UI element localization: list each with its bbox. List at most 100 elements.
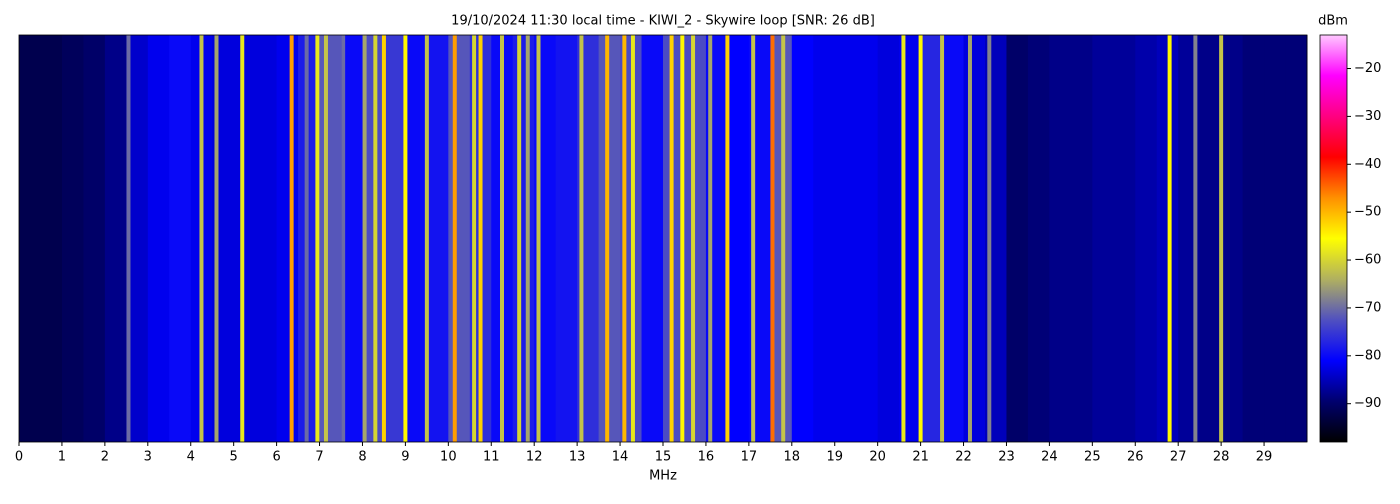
carrier-line (940, 35, 945, 442)
spectrum-band (684, 35, 707, 442)
x-tick-label: 25 (1084, 450, 1101, 465)
carrier-line (630, 35, 635, 442)
spectrum-band (791, 35, 814, 442)
x-tick-label: 29 (1256, 450, 1273, 465)
x-tick-label: 8 (358, 450, 366, 465)
spectrum-band (83, 35, 106, 442)
colorbar-tick-label: −90 (1354, 396, 1381, 411)
x-tick-label: 20 (869, 450, 886, 465)
colorbar-tick-label: −40 (1354, 157, 1381, 172)
carrier-line (517, 35, 522, 442)
spectrum-band (1285, 35, 1308, 442)
spectrum-band (856, 35, 879, 442)
spectrum-band (40, 35, 63, 442)
spectrum-band (641, 35, 664, 442)
carrier-line (536, 35, 541, 442)
x-tick-label: 7 (315, 450, 323, 465)
carrier-line (315, 35, 320, 442)
x-tick-label: 18 (784, 450, 801, 465)
colorbar-label: dBm (1318, 14, 1348, 29)
spectrum-band (448, 35, 471, 442)
spectrum-band (834, 35, 857, 442)
spectrum-band (942, 35, 965, 442)
x-axis-label: MHz (649, 469, 677, 484)
carrier-line (214, 35, 219, 442)
carrier-line (323, 35, 328, 442)
spectrum-band (126, 35, 149, 442)
spectrum-band (169, 35, 192, 442)
carrier-line (362, 35, 367, 442)
spectrum-band (405, 35, 428, 442)
carrier-line (424, 35, 429, 442)
colorbar (1319, 34, 1348, 443)
carrier-line (918, 35, 923, 442)
spectrum-band (255, 35, 278, 442)
spectrum-band (383, 35, 406, 442)
carrier-line (901, 35, 906, 442)
carrier-line (199, 35, 204, 442)
spectrum-band (555, 35, 578, 442)
x-tick-label: 28 (1213, 450, 1230, 465)
x-tick-label: 14 (612, 450, 629, 465)
carrier-line (680, 35, 685, 442)
spectrum-band (598, 35, 621, 442)
colorbar-tick-label: −60 (1354, 253, 1381, 268)
x-tick-label: 15 (655, 450, 672, 465)
carrier-line (373, 35, 378, 442)
colorbar-tick-label: −70 (1354, 300, 1381, 315)
x-tick-label: 13 (569, 450, 586, 465)
carrier-line (622, 35, 627, 442)
x-tick-label: 27 (1170, 450, 1187, 465)
spectrum-band (1221, 35, 1244, 442)
carrier-line (751, 35, 756, 442)
spectrum-band (147, 35, 170, 442)
spectrum-band (276, 35, 299, 442)
spectrum-band (1006, 35, 1029, 442)
x-tick-label: 10 (440, 450, 457, 465)
x-tick-label: 12 (526, 450, 543, 465)
x-tick-label: 1 (58, 450, 66, 465)
spectrum-band (920, 35, 943, 442)
spectrum-band (19, 35, 41, 442)
spectrum-band (1027, 35, 1050, 442)
colorbar-tick-label: −30 (1354, 109, 1381, 124)
x-tick-label: 17 (741, 450, 758, 465)
colorbar-tick-label: −50 (1354, 205, 1381, 220)
carrier-line (1219, 35, 1224, 442)
carrier-line (770, 35, 775, 442)
carrier-line (1167, 35, 1172, 442)
spectrum-band (512, 35, 535, 442)
plot-area (19, 35, 1308, 442)
spectrum-band (1113, 35, 1136, 442)
x-tick-label: 16 (698, 450, 715, 465)
x-tick-label: 26 (1127, 450, 1144, 465)
spectrum-band (1264, 35, 1287, 442)
spectrum-band (663, 35, 685, 442)
carrier-line (403, 35, 408, 442)
carrier-line (381, 35, 386, 442)
x-tick-label: 0 (15, 450, 23, 465)
x-tick-label: 24 (1041, 450, 1058, 465)
x-tick-label: 2 (101, 450, 109, 465)
spectrum-band (963, 35, 986, 442)
carrier-line (579, 35, 584, 442)
carrier-line (478, 35, 483, 442)
spectrum-band (298, 35, 321, 442)
carrier-line (1193, 35, 1198, 442)
carrier-line (472, 35, 477, 442)
spectrum-band (104, 35, 127, 442)
carrier-line (341, 35, 346, 442)
carrier-line (669, 35, 674, 442)
spectrum-band (1135, 35, 1158, 442)
x-tick-label: 5 (230, 450, 238, 465)
carrier-line (781, 35, 786, 442)
carrier-line (126, 35, 131, 442)
carrier-line (967, 35, 972, 442)
carrier-line (500, 35, 504, 442)
carrier-line (304, 35, 309, 442)
x-tick-label: 22 (955, 450, 972, 465)
colorbar-tick-label: −80 (1354, 348, 1381, 363)
spectrum-band (813, 35, 836, 442)
x-tick-label: 19 (826, 450, 843, 465)
